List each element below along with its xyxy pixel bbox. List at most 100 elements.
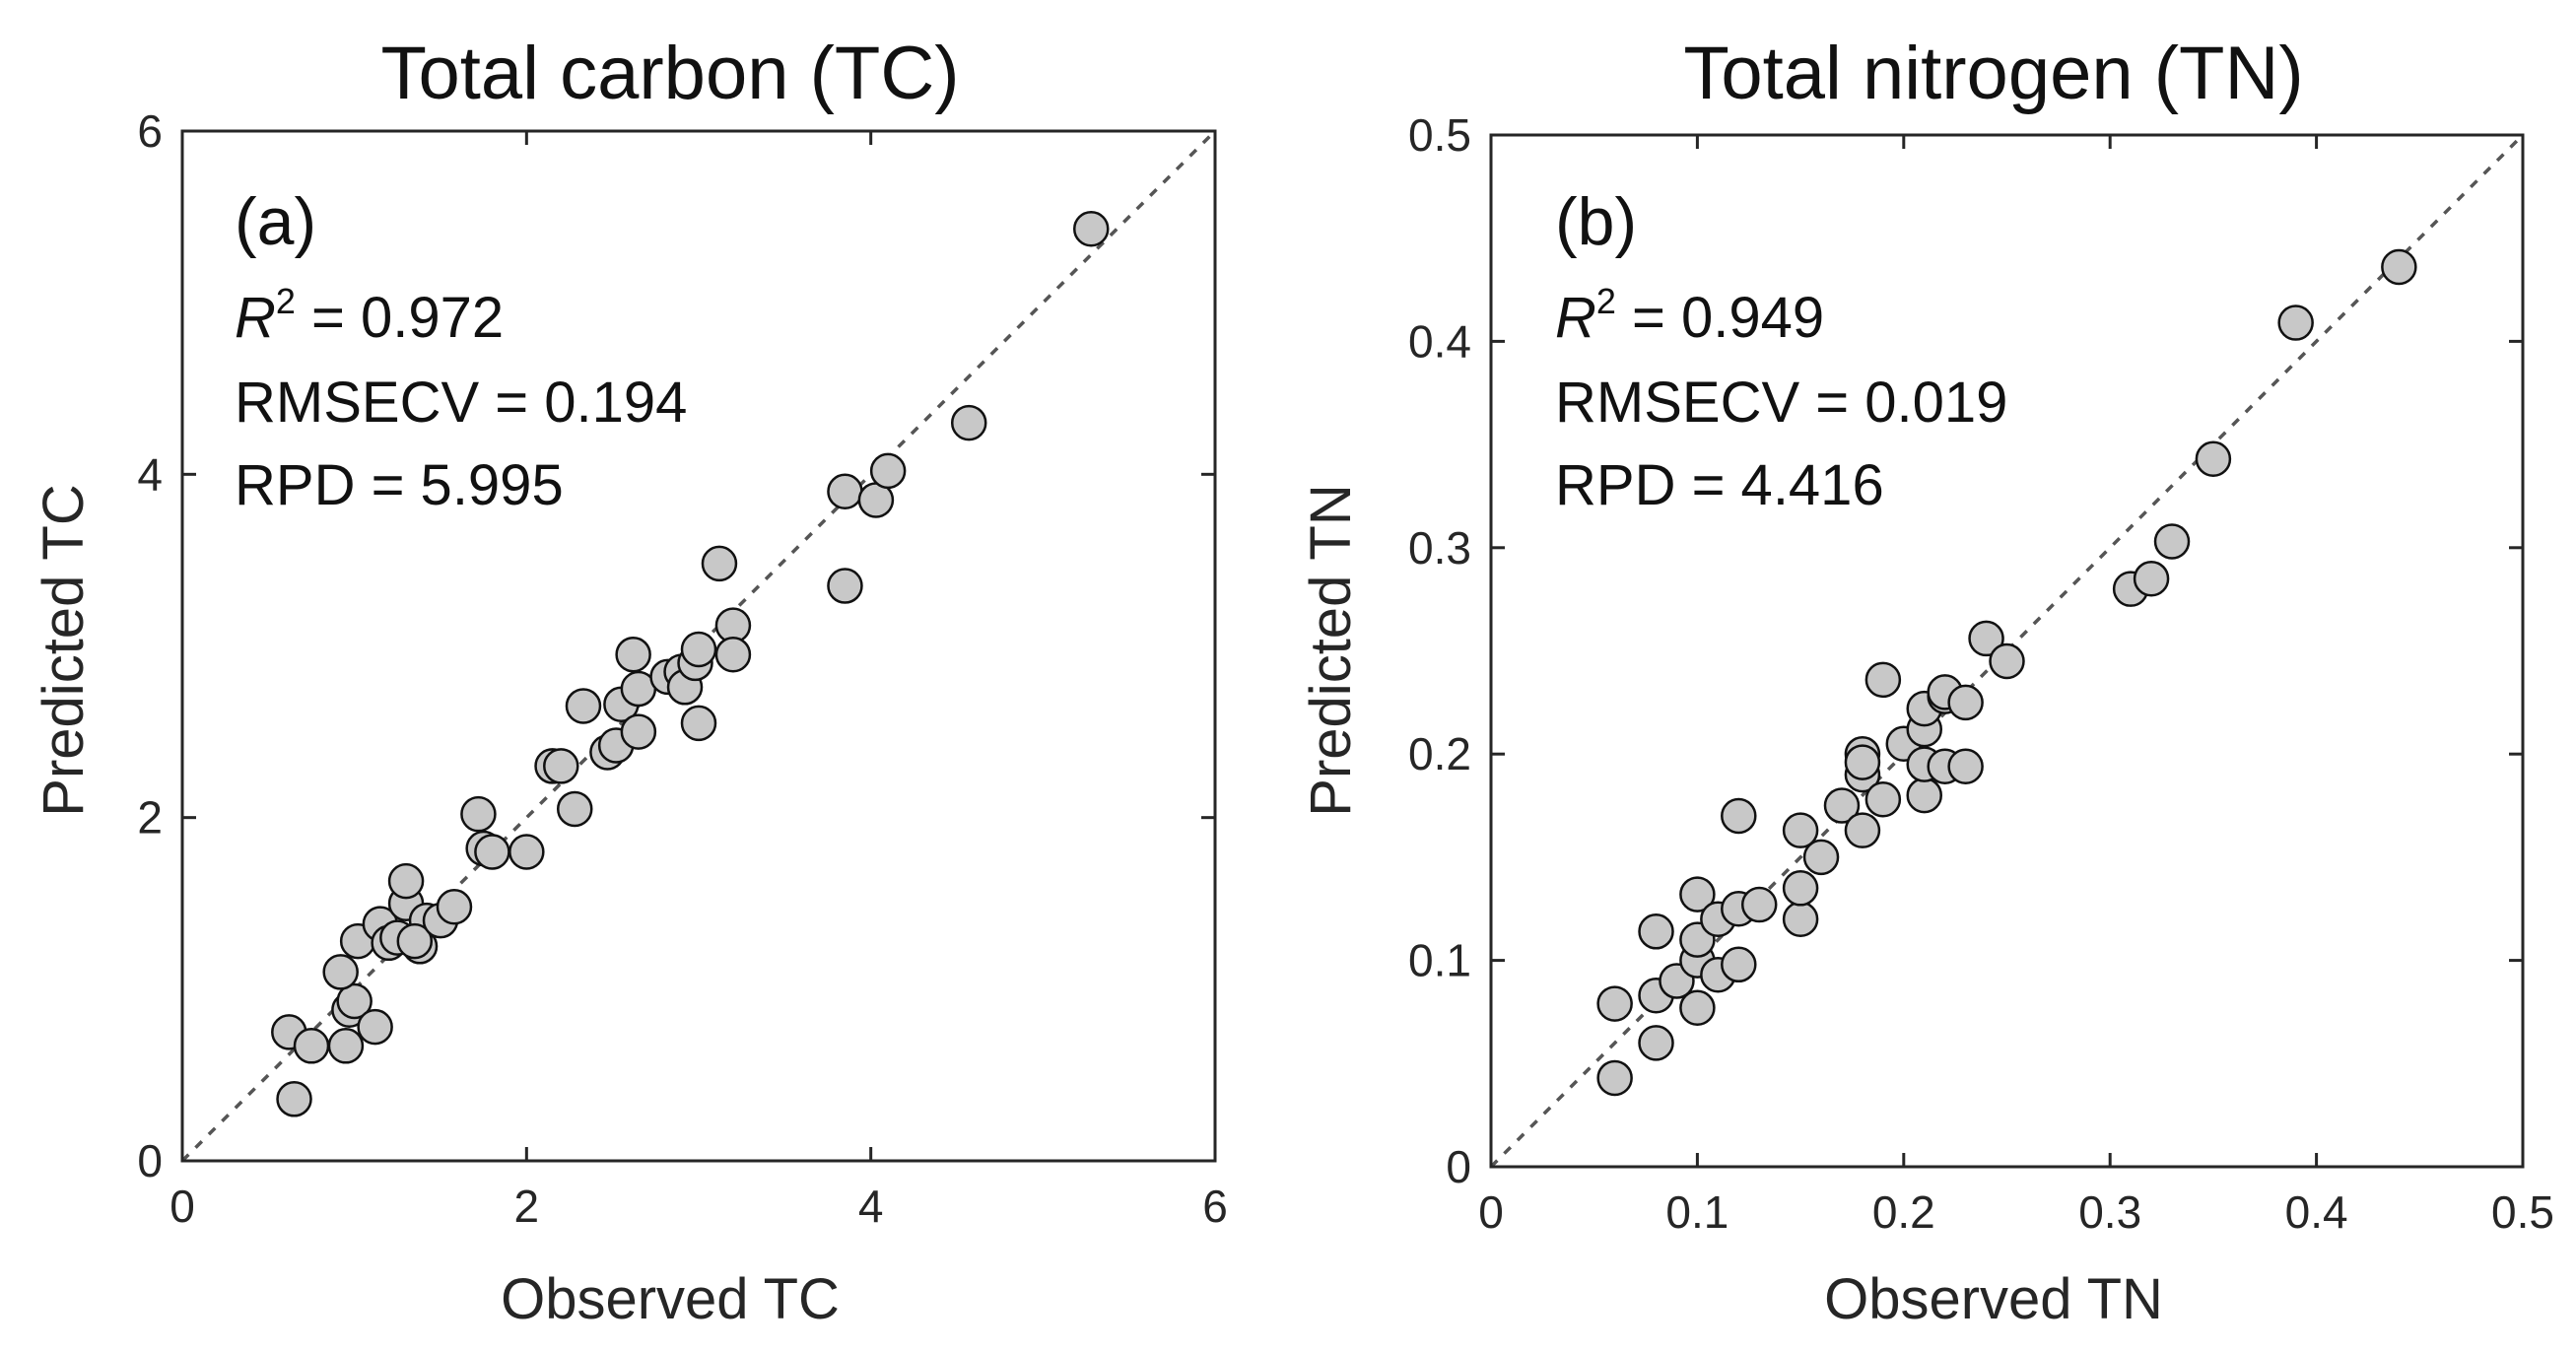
data-points: [1596, 248, 2417, 1097]
y-tick-label: 0: [137, 1135, 163, 1186]
axis-ticks: 0 0.1 0.2 0.3 0.4 0.5 0 0.1 0.2 0.3 0.4 0.5: [1408, 109, 2554, 1238]
panel-label: (a): [235, 184, 316, 259]
data-point: [327, 1028, 365, 1064]
data-point: [1947, 684, 1984, 721]
x-tick-label: 0.4: [2285, 1186, 2348, 1238]
data-point: [1782, 901, 1819, 937]
data-point: [1679, 876, 1716, 913]
data-point: [1802, 839, 1840, 876]
y-tick-label: 0.5: [1408, 109, 1471, 161]
data-point: [1906, 777, 1942, 814]
data-point: [276, 1081, 312, 1117]
data-point: [1072, 211, 1110, 247]
x-tick-label: 0.2: [1872, 1186, 1935, 1238]
y-tick-label: 0.4: [1408, 315, 1471, 367]
rpd-stat: RPD = 5.995: [235, 453, 564, 517]
x-tick-label: 0: [169, 1181, 195, 1232]
data-point: [1721, 797, 1757, 835]
x-tick-label: 6: [1202, 1181, 1228, 1232]
data-point: [1989, 642, 2025, 680]
r-superscript: 2: [1596, 281, 1616, 321]
y-tick-label: 0: [1446, 1141, 1471, 1192]
data-point: [460, 795, 497, 833]
panel-label: (b): [1555, 184, 1637, 259]
data-point: [1782, 812, 1819, 848]
rpd-stat: RPD = 4.416: [1555, 453, 1884, 517]
x-tick-label: 0.5: [2491, 1186, 2554, 1238]
x-tick-label: 0: [1478, 1186, 1504, 1238]
data-point: [565, 688, 602, 724]
y-tick-label: 0.3: [1408, 522, 1471, 574]
data-point: [1596, 985, 1633, 1022]
x-axis-label: Observed TN: [1824, 1267, 2163, 1331]
data-point: [508, 834, 545, 870]
data-point: [2133, 560, 2170, 597]
rmsecv-stat: RMSECV = 0.194: [235, 371, 687, 435]
r-symbol: R: [235, 286, 276, 350]
data-point: [1638, 1025, 1674, 1061]
chart-title: Total carbon (TC): [380, 32, 959, 115]
data-point: [387, 862, 425, 900]
data-point: [827, 568, 863, 604]
y-axis-label: Predicted TN: [1299, 484, 1363, 816]
data-point: [680, 705, 717, 742]
data-point: [1638, 913, 1674, 950]
data-point: [543, 748, 579, 784]
y-tick-label: 0.2: [1408, 728, 1471, 779]
data-point: [1844, 744, 1881, 780]
data-point: [474, 834, 510, 870]
data-point: [1823, 787, 1861, 824]
y-tick-label: 0.1: [1408, 935, 1471, 986]
axis-ticks: 0 2 4 6 0 2 4 6: [137, 105, 1227, 1232]
data-point: [1721, 946, 1757, 983]
y-axis-label: Predicted TC: [32, 484, 96, 816]
data-point: [556, 790, 593, 828]
data-point: [1947, 748, 1984, 785]
data-point: [615, 636, 651, 673]
r-squared-value: = 0.972: [296, 286, 504, 350]
data-point: [2277, 304, 2314, 341]
data-point: [436, 888, 473, 925]
data-point: [2381, 248, 2417, 286]
data-point: [714, 636, 752, 673]
data-point: [1740, 886, 1778, 923]
data-point: [680, 631, 717, 668]
r-squared-value: = 0.949: [1616, 286, 1824, 350]
data-point: [1968, 620, 2004, 657]
data-point: [620, 713, 657, 750]
x-tick-label: 0.1: [1665, 1186, 1729, 1238]
data-point: [827, 473, 863, 509]
data-point: [293, 1028, 330, 1064]
x-tick-label: 4: [858, 1181, 884, 1232]
r-superscript: 2: [276, 281, 296, 321]
data-point: [357, 1008, 393, 1046]
data-point: [869, 452, 907, 490]
data-point: [1596, 1059, 1633, 1097]
r-squared-stat: R2 = 0.972: [235, 281, 504, 350]
data-point: [2195, 440, 2232, 478]
plot-frame: [180, 129, 1217, 1163]
y-tick-label: 4: [137, 448, 163, 500]
y-tick-label: 2: [137, 792, 163, 844]
data-point: [322, 954, 359, 990]
x-tick-label: 0.3: [2078, 1186, 2141, 1238]
data-point: [396, 922, 434, 960]
chart-title: Total nitrogen (TN): [1683, 32, 2303, 115]
data-point: [1864, 661, 1902, 699]
data-point: [1844, 812, 1881, 848]
x-axis-label: Observed TC: [501, 1267, 840, 1331]
data-point: [1679, 989, 1716, 1027]
rmsecv-stat: RMSECV = 0.019: [1555, 371, 2007, 435]
data-point: [701, 545, 738, 582]
x-tick-label: 2: [514, 1181, 540, 1232]
data-point: [950, 404, 987, 441]
y-tick-label: 6: [137, 105, 163, 157]
data-point: [336, 982, 373, 1020]
data-points: [271, 211, 1110, 1117]
data-point: [1864, 781, 1902, 818]
r-symbol: R: [1555, 286, 1596, 350]
panel-b-total-nitrogen: Total nitrogen (TN) 0 0.1 0.2 0.3 0.4 0.5 0 0.1…: [1299, 32, 2554, 1331]
plot-frame: [1489, 133, 2525, 1169]
